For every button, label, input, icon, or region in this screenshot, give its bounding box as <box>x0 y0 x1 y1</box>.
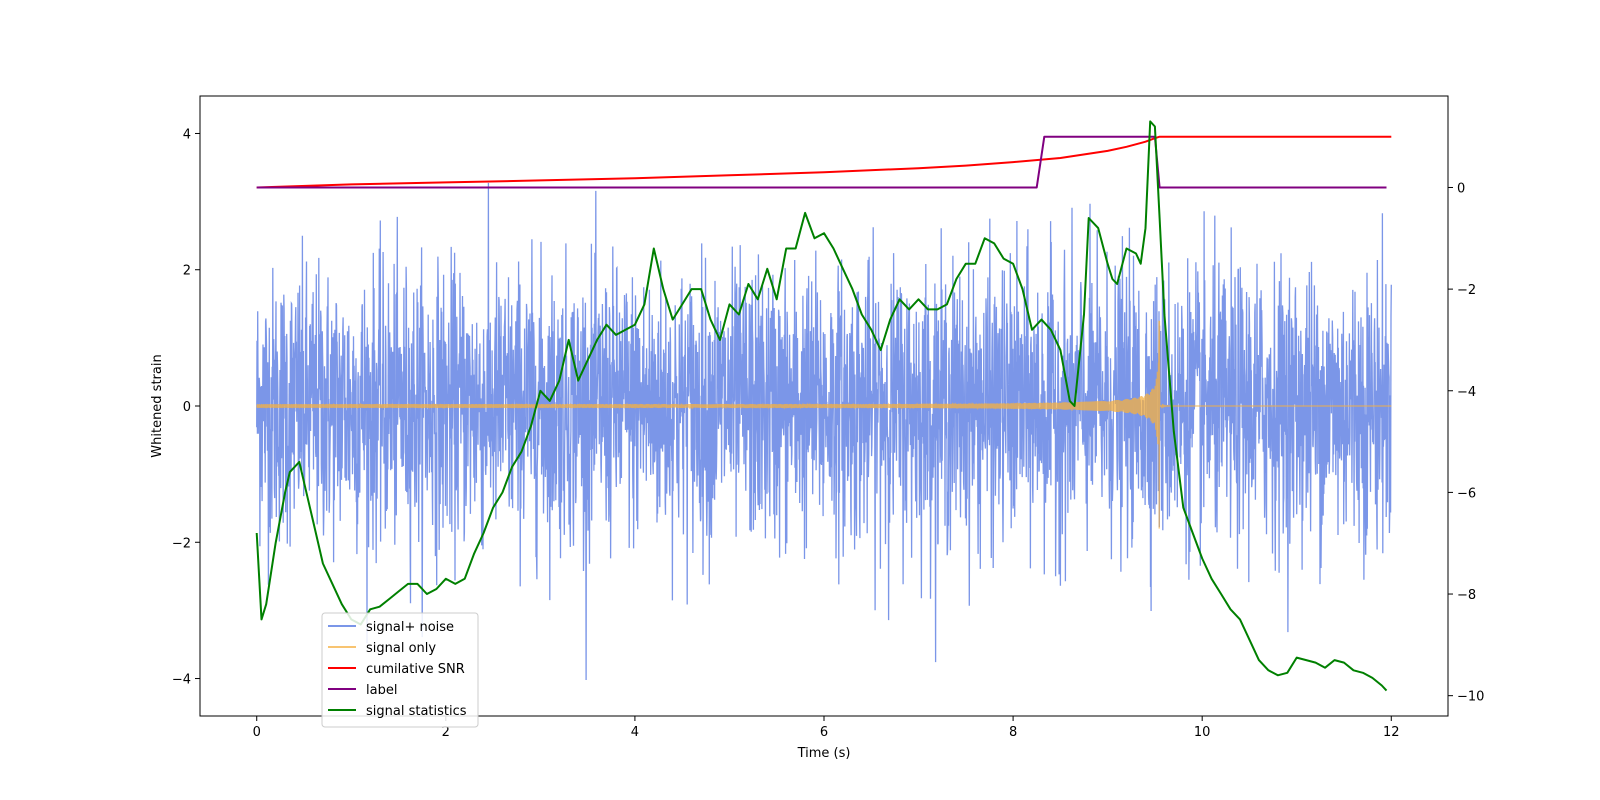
x-tick-label: 8 <box>1009 725 1017 740</box>
y-tick-label: −2 <box>172 536 191 551</box>
legend-box <box>321 612 479 728</box>
y2-tick-label: −6 <box>1457 486 1476 501</box>
legend-label-signal-statistics: signal statistics <box>366 704 467 719</box>
x-tick-label: 0 <box>253 725 261 740</box>
y-tick-label: −4 <box>172 673 191 688</box>
y2-tick-label: −4 <box>1457 385 1476 400</box>
y-tick-label: 4 <box>183 127 191 142</box>
y-tick-label: 2 <box>183 264 191 279</box>
legend-label-signal-only: signal only <box>366 641 436 656</box>
legend-label-signal-noise: signal+ noise <box>366 620 454 635</box>
legend: signal+ noise signal only cumilative SNR la… <box>321 612 479 728</box>
x-tick-label: 10 <box>1194 725 1211 740</box>
ticks: 0 2 4 6 8 10 12 −4 −2 0 2 4 −10 −8 −6 −4 −2 0 <box>172 127 1485 740</box>
legend-label-label: label <box>366 683 397 698</box>
x-tick-label: 4 <box>631 725 639 740</box>
x-tick-label: 6 <box>820 725 828 740</box>
y-axis-title: Whitened strain <box>150 354 165 457</box>
y2-tick-label: −8 <box>1457 588 1476 603</box>
y-tick-label: 0 <box>183 400 191 415</box>
y2-tick-label: −10 <box>1457 690 1484 705</box>
plot-area <box>255 120 1392 692</box>
y2-tick-label: 0 <box>1457 181 1465 196</box>
x-tick-label: 2 <box>442 725 450 740</box>
legend-label-cumilative-snr: cumilative SNR <box>366 662 465 677</box>
series-signal-only <box>256 320 1392 529</box>
x-tick-label: 12 <box>1383 725 1400 740</box>
x-axis-title: Time (s) <box>797 746 851 761</box>
series-label <box>256 135 1387 189</box>
y2-tick-label: −2 <box>1457 283 1476 298</box>
series-signal-noise <box>256 182 1392 681</box>
series-signal-statistics <box>255 120 1388 692</box>
